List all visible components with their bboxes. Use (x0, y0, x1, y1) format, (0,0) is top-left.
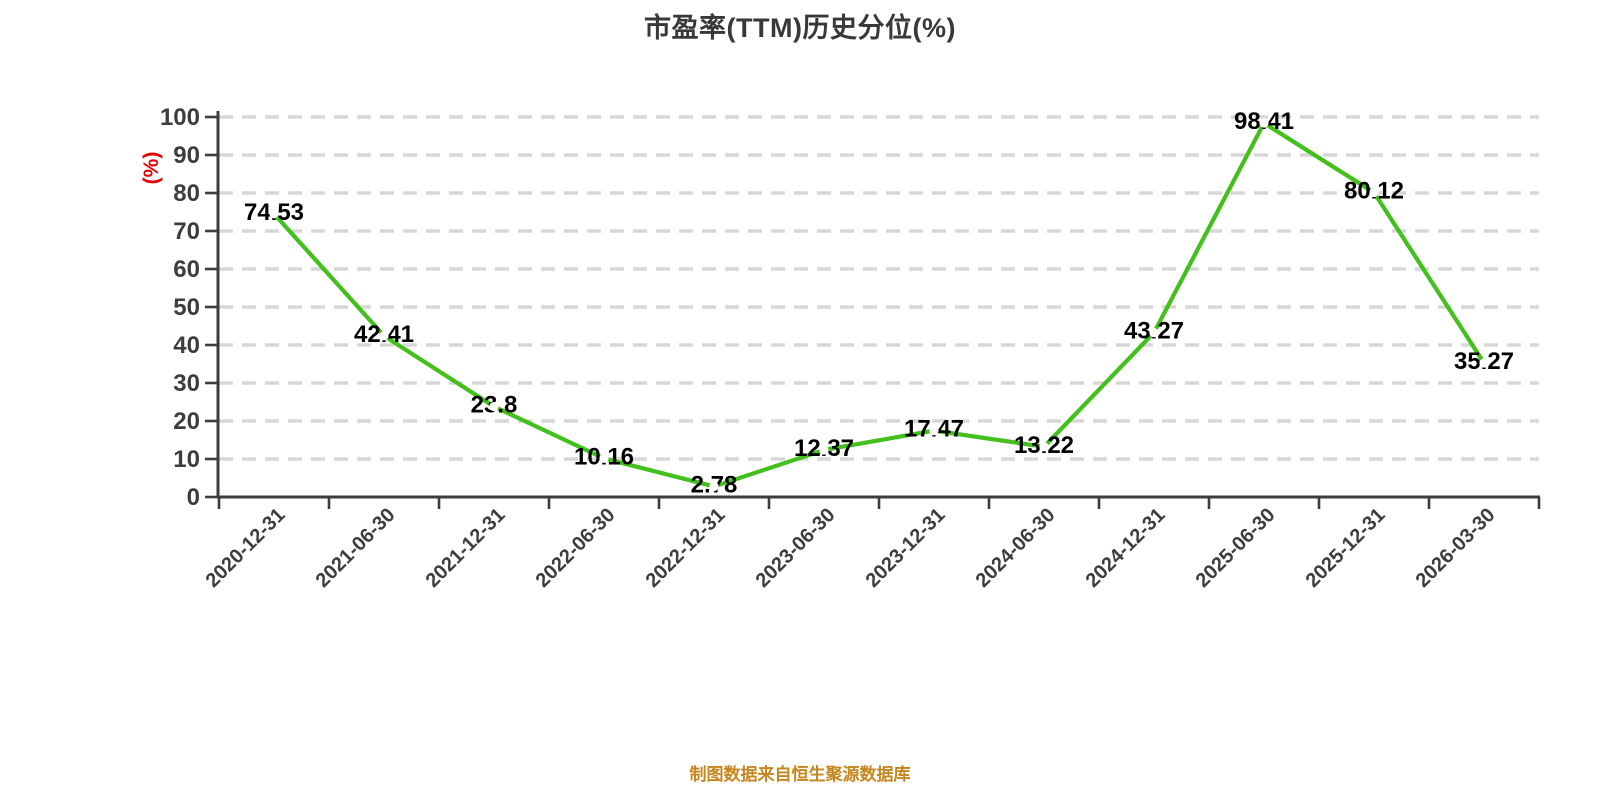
data-source-note: 制图数据来自恒生聚源数据库 (689, 765, 911, 784)
x-category-label: 2022-12-31 (642, 504, 730, 592)
data-point-marker (489, 401, 499, 412)
data-point-marker (379, 331, 389, 341)
x-category-label: 2025-12-31 (1302, 504, 1390, 592)
x-category-label: 2026-03-30 (1412, 504, 1500, 592)
y-tick-label: 20 (173, 408, 200, 435)
y-tick-label: 60 (173, 256, 200, 283)
data-point-marker (1369, 187, 1379, 198)
y-tick-label: 100 (160, 104, 200, 131)
chart-title: 市盈率(TTM)历史分位(%) (644, 13, 956, 43)
data-point-marker (929, 426, 939, 436)
x-category-label: 2023-06-30 (752, 504, 840, 592)
y-tick-label: 90 (173, 142, 200, 169)
data-point-marker (1479, 358, 1489, 368)
x-category-label: 2023-12-31 (862, 504, 950, 592)
y-tick-label: 40 (173, 332, 200, 359)
data-point-marker (1149, 327, 1159, 338)
data-point-marker (819, 445, 829, 455)
x-category-label: 2024-12-31 (1082, 504, 1170, 592)
x-category-label: 2024-06-30 (972, 504, 1060, 592)
y-tick-label: 0 (187, 484, 200, 511)
x-category-label: 2022-06-30 (532, 504, 620, 592)
x-category-label: 2021-06-30 (312, 504, 400, 592)
data-point-marker (1259, 118, 1269, 128)
data-point-marker (269, 209, 279, 219)
y-tick-label: 30 (173, 370, 200, 397)
data-point-marker (599, 453, 609, 463)
data-point-marker (709, 481, 719, 492)
x-category-label: 2025-06-30 (1192, 504, 1280, 592)
series-line (271, 120, 1487, 489)
data-point-marker (1039, 442, 1049, 452)
y-tick-label: 50 (173, 294, 200, 321)
y-tick-label: 70 (173, 218, 200, 245)
y-tick-label: 10 (173, 446, 200, 473)
x-category-label: 2021-12-31 (422, 504, 510, 592)
x-category-label: 2020-12-31 (202, 504, 290, 592)
y-tick-label: 80 (173, 180, 200, 207)
